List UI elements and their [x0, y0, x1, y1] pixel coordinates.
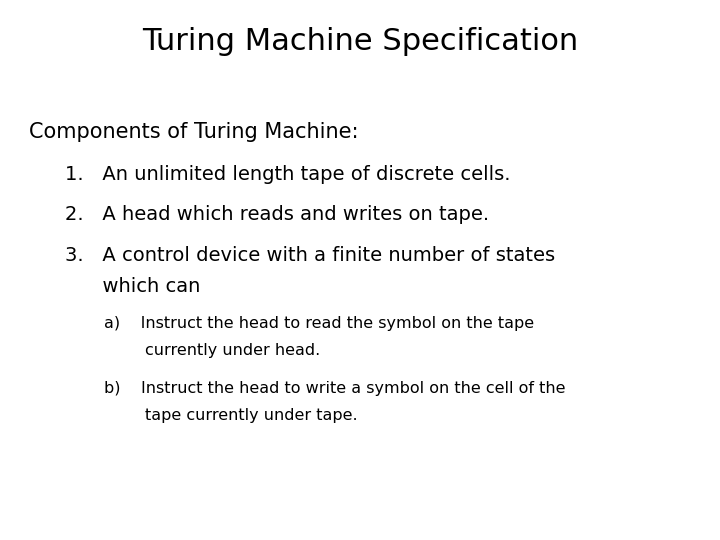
Text: Turing Machine Specification: Turing Machine Specification: [142, 27, 578, 56]
Text: b)    Instruct the head to write a symbol on the cell of the: b) Instruct the head to write a symbol o…: [104, 381, 566, 396]
Text: a)    Instruct the head to read the symbol on the tape: a) Instruct the head to read the symbol …: [104, 316, 534, 331]
Text: 1.   An unlimited length tape of discrete cells.: 1. An unlimited length tape of discrete …: [65, 165, 510, 184]
Text: tape currently under tape.: tape currently under tape.: [104, 408, 358, 423]
Text: 2.   A head which reads and writes on tape.: 2. A head which reads and writes on tape…: [65, 205, 489, 224]
Text: which can: which can: [65, 277, 200, 296]
Text: 3.   A control device with a finite number of states: 3. A control device with a finite number…: [65, 246, 555, 265]
Text: currently under head.: currently under head.: [104, 343, 320, 358]
Text: Components of Turing Machine:: Components of Turing Machine:: [29, 122, 359, 141]
